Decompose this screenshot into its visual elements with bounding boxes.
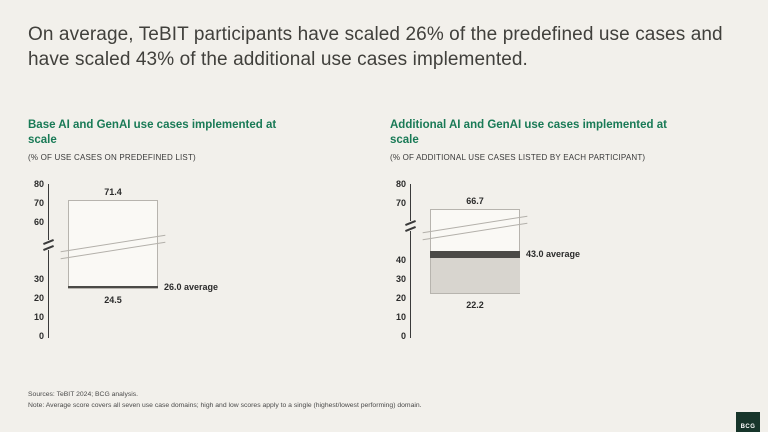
- right-chart: 0 10 20 30 40 70 80 66.7 22.2 43.0 average: [390, 179, 730, 360]
- average-line: [68, 285, 158, 288]
- high-value-label: 71.4: [104, 187, 122, 198]
- sources-line: Sources: TeBIT 2024; BCG analysis.: [28, 391, 139, 398]
- left-chart: 0 10 20 30 60 70 80 71.4 24.5 26.0 average: [28, 179, 368, 360]
- below-average-fill: [431, 254, 520, 293]
- axis-tick-label: 20: [33, 293, 44, 303]
- axis-tick-label: 80: [33, 179, 44, 189]
- axis-tick-label: 80: [395, 179, 406, 189]
- axis-tick-label: 10: [33, 312, 44, 322]
- average-bar: [430, 251, 520, 259]
- axis-break-gap: [408, 220, 413, 231]
- high-value-label: 66.7: [466, 196, 484, 207]
- right-chart-title: Additional AI and GenAI use cases implem…: [390, 119, 667, 146]
- axis-tick-label: 70: [395, 198, 406, 208]
- bcg-logo: BCG: [736, 412, 760, 432]
- axis-tick-label: 20: [395, 293, 406, 303]
- low-value-label: 22.2: [466, 299, 484, 310]
- right-chart-subtitle: (% OF ADDITIONAL USE CASES LISTED BY EAC…: [390, 153, 646, 162]
- left-chart-title: Base AI and GenAI use cases implemented …: [28, 119, 277, 146]
- page-title: On average, TeBIT participants have scal…: [28, 24, 723, 71]
- y-axis-line: [48, 184, 49, 338]
- axis-tick-label: 10: [395, 312, 406, 322]
- axis-tick-label: 0: [400, 331, 406, 341]
- left-chart-subtitle: (% OF USE CASES ON PREDEFINED LIST): [28, 153, 196, 162]
- average-label: 43.0 average: [526, 249, 581, 260]
- axis-tick-label: 60: [33, 217, 44, 227]
- axis-tick-label: 30: [395, 274, 406, 284]
- low-value-label: 24.5: [104, 295, 122, 306]
- axis-tick-label: 40: [395, 255, 406, 265]
- note-line: Note: Average score covers all seven use…: [28, 401, 422, 409]
- range-box: [68, 200, 158, 290]
- axis-break-gap: [46, 239, 51, 250]
- average-label: 26.0 average: [164, 281, 219, 292]
- axis-tick-label: 70: [33, 198, 44, 208]
- y-axis-line: [410, 184, 411, 338]
- axis-tick-label: 30: [33, 274, 44, 284]
- footer: Sources: TeBIT 2024; BCG analysis. Note:…: [28, 390, 422, 411]
- axis-tick-label: 0: [38, 331, 44, 341]
